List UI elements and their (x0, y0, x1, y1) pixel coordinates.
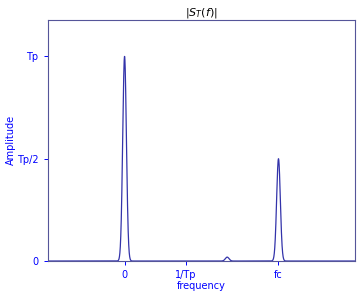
Title: $|S_T(f)|$: $|S_T(f)|$ (185, 6, 218, 20)
X-axis label: frequency: frequency (177, 282, 226, 291)
Y-axis label: Amplitude: Amplitude (5, 115, 16, 165)
